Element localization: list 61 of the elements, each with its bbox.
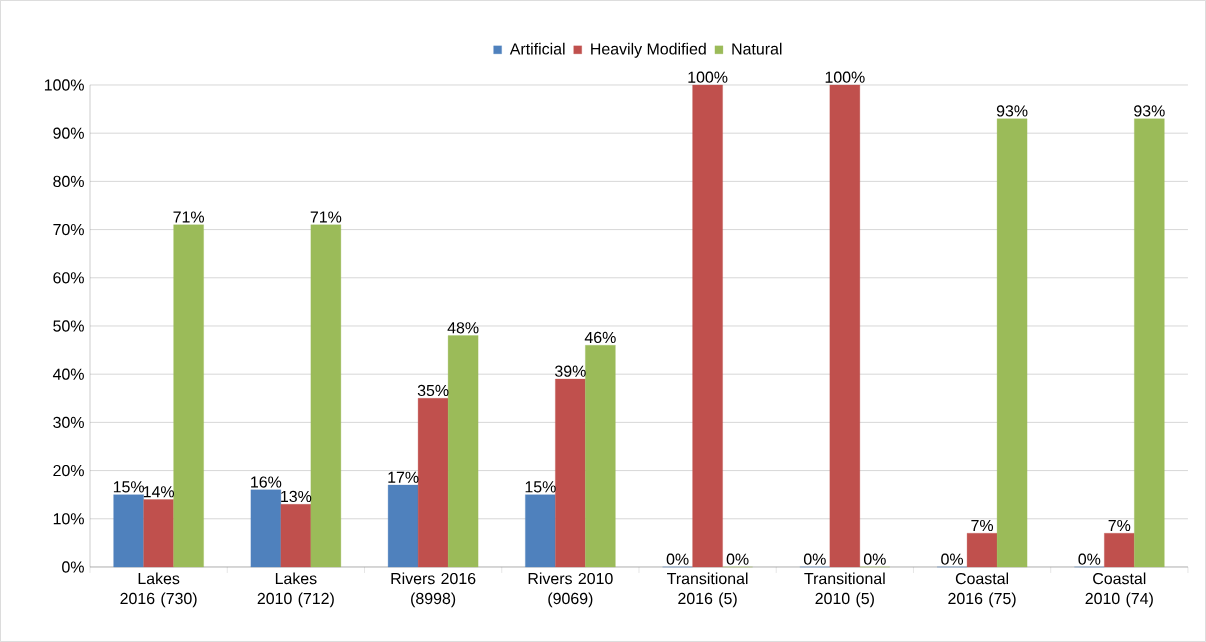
data-label: 0% (1078, 553, 1101, 565)
data-label: 7% (1108, 519, 1131, 532)
data-label: 15% (525, 481, 556, 493)
data-label: 71% (310, 211, 342, 223)
bar (1104, 533, 1135, 568)
data-label: 39% (555, 365, 586, 377)
data-label: 100% (825, 71, 865, 83)
legend-label: Natural (732, 42, 782, 55)
x-tick-label: Coastal 2016 (75) (948, 572, 1016, 608)
data-label: 14% (143, 486, 175, 498)
bar (966, 533, 998, 568)
bar (417, 398, 449, 568)
y-tick-label: 100% (44, 79, 84, 91)
data-label: 46% (584, 331, 616, 344)
bar (447, 335, 479, 568)
bar (555, 378, 586, 568)
y-tick-label: 80% (53, 175, 84, 188)
y-tick-label: 40% (52, 368, 84, 380)
y-tick-label: 90% (53, 127, 84, 139)
y-tick-label: 10% (53, 513, 84, 525)
data-label: 0% (863, 553, 886, 565)
legend-label: Heavily Modified (591, 42, 706, 58)
data-label: 0% (941, 553, 964, 565)
x-tick-label: Transitional 2010 (5) (804, 572, 885, 608)
x-tick-label: Coastal 2010 (74) (1085, 572, 1153, 608)
legend-label: Artificial (509, 42, 565, 55)
bar (250, 489, 282, 568)
bar (173, 224, 204, 568)
bar (143, 499, 174, 568)
data-label: 71% (173, 211, 205, 223)
data-label: 100% (688, 71, 728, 83)
data-label: 48% (447, 322, 479, 334)
bar (310, 224, 342, 568)
data-label: 0% (803, 553, 826, 565)
y-tick-label: 20% (53, 464, 84, 477)
bar (525, 494, 556, 568)
y-tick-label: 0% (62, 561, 84, 573)
y-tick-label: 70% (53, 223, 84, 236)
x-tick-label: Rivers 2016 (8998) (391, 572, 476, 608)
x-tick-label: Lakes 2010 (712) (257, 572, 334, 608)
bar (280, 504, 312, 568)
bar (113, 494, 144, 568)
data-label: 93% (996, 105, 1028, 117)
data-label: 93% (1134, 105, 1165, 117)
data-label: 16% (251, 476, 282, 488)
x-tick-label: Transitional 2016 (5) (667, 572, 748, 608)
bar (387, 484, 419, 568)
data-label: 0% (666, 553, 689, 565)
bar (1134, 118, 1165, 568)
data-label: 7% (971, 519, 994, 532)
y-tick-label: 50% (53, 320, 84, 332)
bar (585, 345, 616, 568)
bar (829, 84, 860, 568)
data-label: 0% (726, 553, 749, 565)
y-tick-label: 30% (53, 416, 84, 429)
bar (692, 84, 723, 568)
y-tick-label: 60% (53, 272, 84, 284)
x-tick-label: Rivers 2010 (9069) (528, 572, 613, 608)
data-label: 15% (113, 481, 145, 493)
bar (996, 118, 1028, 568)
x-tick-label: Lakes 2016 (730) (120, 572, 197, 608)
